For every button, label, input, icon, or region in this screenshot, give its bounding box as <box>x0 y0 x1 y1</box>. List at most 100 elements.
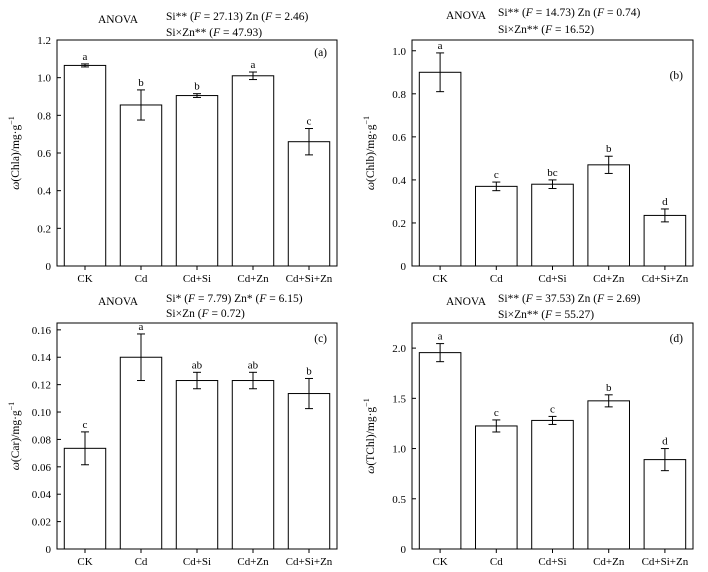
panel-b-sig-letter-2: bc <box>547 167 558 179</box>
panel-a-ytick-label: 1.2 <box>37 35 51 47</box>
panel-b-bar-4 <box>643 214 687 267</box>
panel-a-sig-letter-3: a <box>251 59 256 71</box>
panel-b-sig-letter-4: d <box>662 196 668 208</box>
panel-d-bar-0 <box>418 352 462 550</box>
panel-c-anova-label: ANOVA <box>98 296 139 308</box>
panel-c-sig-letter-3: ab <box>248 359 259 371</box>
panel-b-anova-line-2: Si×Zn** (F = 16.52) <box>498 24 594 36</box>
panel-d-category-label-1: Cd <box>490 556 503 568</box>
panel-d-anova-label: ANOVA <box>446 296 487 308</box>
panel-d-sig-letter-4: d <box>662 436 668 448</box>
panel-c-tag: (c) <box>314 333 327 345</box>
panel-d-sig-letter-2: c <box>550 403 555 415</box>
panel-a-sig-letter-0: a <box>83 51 88 63</box>
panel-c-ytick-label: 0.12 <box>32 380 51 392</box>
panel-c-sig-letter-0: c <box>83 419 88 431</box>
panel-a-ytick-label: 0.4 <box>37 186 51 198</box>
panel-c-bar-4 <box>287 393 331 550</box>
panel-c-category-label-3: Cd+Zn <box>237 556 269 568</box>
panel-b-category-label-2: Cd+Si <box>538 273 566 285</box>
panel-b-sig-letter-1: c <box>494 169 499 181</box>
panel-a-bar-2 <box>175 95 219 267</box>
panel-d-category-label-4: Cd+Si+Zn <box>642 556 689 568</box>
panel-d-sig-letter-0: a <box>438 331 443 343</box>
panel-c-category-label-1: Cd <box>135 556 148 568</box>
panel-b-bar-2 <box>531 183 574 267</box>
panel-c-bar-1 <box>119 356 163 550</box>
panel-b-anova-label: ANOVA <box>446 10 487 22</box>
panel-b-bar-1 <box>475 185 518 267</box>
panel-c-ylabel: ω(Car)/mg·g−1 <box>7 402 22 470</box>
panel-d-bar-2 <box>531 419 574 550</box>
panel-d-sig-letter-3: b <box>606 382 612 394</box>
panel-d-ytick-label: 2.0 <box>392 343 406 355</box>
panel-a-ytick-label: 1.0 <box>37 73 51 85</box>
panel-b-ytick-label: 0.2 <box>392 218 406 230</box>
panel-d-ytick-label: 1.5 <box>392 393 406 405</box>
panel-d-tag: (d) <box>670 333 684 345</box>
panel-a-anova-line-1: Si** (F = 27.13) Zn (F = 2.46) <box>166 11 309 23</box>
panel-c-ytick-label: 0.06 <box>32 462 52 474</box>
panel-c-sig-letter-4: b <box>306 365 312 377</box>
panel-c-anova-line-1: Si* (F = 7.79) Zn* (F = 6.15) <box>166 293 303 305</box>
panel-b-sig-letter-3: b <box>606 143 612 155</box>
panel-a-sig-letter-2: b <box>194 81 200 93</box>
panel-c-sig-letter-2: ab <box>192 359 203 371</box>
panel-c-bar-2 <box>175 380 219 550</box>
panel-b-category-label-4: Cd+Si+Zn <box>642 273 689 285</box>
panel-c-sig-letter-1: a <box>139 321 144 333</box>
panel-b-ytick-label: 0.8 <box>392 89 406 101</box>
panel-a-ytick-label: 0.8 <box>37 110 51 122</box>
panel-b-ytick-label: 0.6 <box>392 132 406 144</box>
panel-b-category-label-0: CK <box>432 273 447 285</box>
panel-a-ylabel: ω(Chla)/mg·g−1 <box>7 116 22 190</box>
panel-b-category-label-3: Cd+Zn <box>593 273 625 285</box>
panel-d-category-label-0: CK <box>432 556 447 568</box>
panel-c-ytick-label: 0.04 <box>32 489 52 501</box>
panel-a-bar-4 <box>287 141 331 267</box>
panel-d-bar-3 <box>587 400 630 550</box>
panel-c-ytick-label: 0.02 <box>32 517 51 529</box>
panel-a-ytick-label: 0.2 <box>37 223 51 235</box>
panel-a-category-label-1: Cd <box>135 273 148 285</box>
panel-b-anova-line-1: Si** (F = 14.73) Zn (F = 0.74) <box>498 7 641 19</box>
panel-c-anova-line-2: Si×Zn (F = 0.72) <box>166 308 245 320</box>
panel-a-anova-label: ANOVA <box>98 14 139 26</box>
panel-d-anova-line-1: Si** (F = 37.53) Zn (F = 2.69) <box>498 293 641 305</box>
panel-c-bar-3 <box>231 380 275 550</box>
panel-a-bar-0 <box>63 64 107 267</box>
panel-d-ytick-label: 1.0 <box>392 444 406 456</box>
panel-c-category-label-0: CK <box>77 556 92 568</box>
panel-c-ytick-label: 0.08 <box>32 434 52 446</box>
panel-a-category-label-2: Cd+Si <box>183 273 211 285</box>
panel-c-ytick-label: 0 <box>46 544 52 556</box>
panel-b-ytick-label: 1.0 <box>392 46 406 58</box>
panel-d-ylabel: ω(TChl)/mg·g−1 <box>362 398 377 473</box>
panel-b-tag: (b) <box>670 70 684 82</box>
panel-d-bar-4 <box>643 459 687 550</box>
panel-c-ytick-label: 0.14 <box>32 352 52 364</box>
panel-a-bar-1 <box>119 104 163 267</box>
panel-c-ytick-label: 0.10 <box>32 407 52 419</box>
panel-d-category-label-3: Cd+Zn <box>593 556 625 568</box>
panel-b-ytick-label: 0.4 <box>392 175 406 187</box>
panel-a-category-label-3: Cd+Zn <box>237 273 269 285</box>
panel-d-ytick-label: 0.5 <box>392 494 406 506</box>
panel-a-sig-letter-4: c <box>307 116 312 128</box>
panel-d-anova-line-2: Si×Zn** (F = 55.27) <box>498 309 594 321</box>
panel-b-bar-3 <box>587 164 630 267</box>
panel-c-category-label-2: Cd+Si <box>183 556 211 568</box>
panel-b-sig-letter-0: a <box>438 40 443 52</box>
panel-b-ytick-label: 0 <box>401 261 407 273</box>
panel-a-anova-line-2: Si×Zn** (F = 47.93) <box>166 27 262 39</box>
panel-a-ytick-label: 0 <box>46 261 52 273</box>
panel-c-ytick-label: 0.16 <box>32 325 52 337</box>
panel-a-tag: (a) <box>314 47 327 59</box>
panel-b-category-label-1: Cd <box>490 273 503 285</box>
panel-a-bar-3 <box>231 75 275 267</box>
panel-b-bar-0 <box>418 71 462 267</box>
panel-d-ytick-label: 0 <box>401 544 407 556</box>
panel-a-ytick-label: 0.6 <box>37 148 51 160</box>
panel-d-bar-1 <box>475 425 518 550</box>
